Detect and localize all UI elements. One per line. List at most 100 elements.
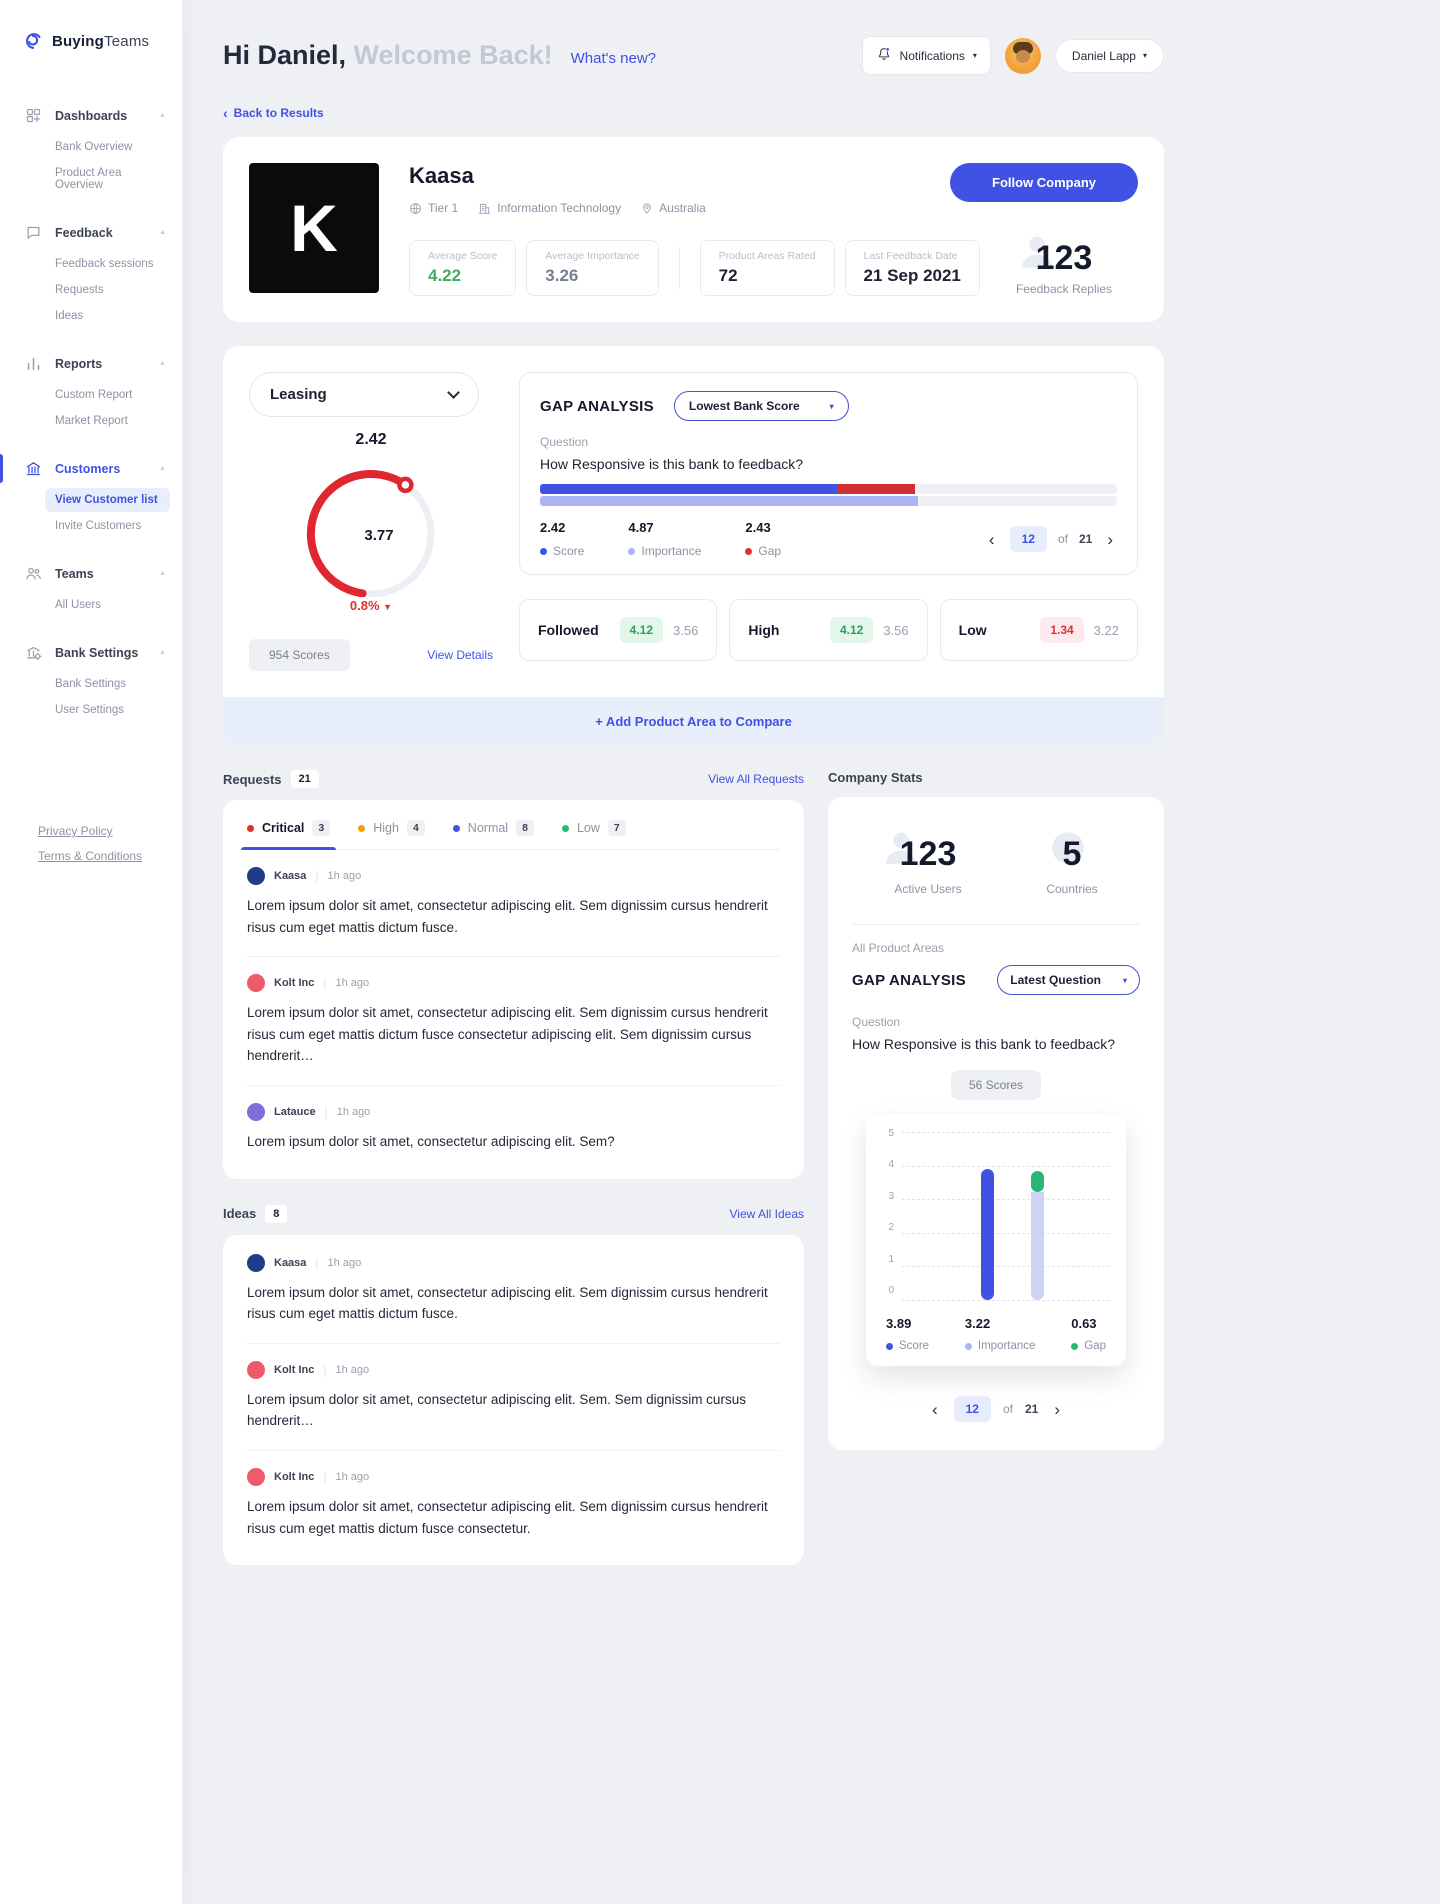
notifications-label: Notifications [899, 48, 965, 63]
sidebar-item-market-report[interactable]: Market Report [55, 415, 128, 427]
latest-question-dropdown[interactable]: Latest Question ▾ [997, 965, 1140, 995]
tab-label: High [373, 821, 399, 835]
score-legend-dot [886, 1342, 893, 1350]
request-item[interactable]: Latauce | 1h ago Lorem ipsum dolor sit a… [247, 1086, 780, 1171]
bank-settings-icon [25, 644, 42, 661]
sidebar-item-view-customer-list[interactable]: View Customer list [45, 488, 170, 512]
sidebar-item-requests[interactable]: Requests [55, 284, 104, 296]
idea-item[interactable]: Kaasa | 1h ago Lorem ipsum dolor sit ame… [247, 1237, 780, 1344]
sidebar-item-invite-customers[interactable]: Invite Customers [55, 520, 142, 532]
view-all-requests-link[interactable]: View All Requests [708, 772, 804, 786]
notifications-button[interactable]: Notifications ▾ [861, 36, 991, 75]
privacy-policy-link[interactable]: Privacy Policy [38, 824, 113, 838]
sidebar-section-reports[interactable]: Reports ▲ [0, 346, 182, 381]
user-menu[interactable]: Daniel Lapp ▾ [1054, 38, 1164, 73]
follow-company-button[interactable]: Follow Company [950, 163, 1138, 202]
sidebar-item-bank-overview[interactable]: Bank Overview [55, 141, 133, 153]
sidebar-section-label: Feedback [55, 225, 113, 240]
chevron-up-icon: ▲ [159, 570, 166, 577]
compare-secondary: 3.56 [673, 622, 699, 638]
pager-current-page: 12 [953, 1396, 991, 1422]
stat-value: 4.22 [428, 265, 462, 285]
feedback-replies-label: Feedback Replies [1015, 282, 1112, 296]
sidebar-section-dashboards[interactable]: Dashboards ▲ [0, 98, 182, 133]
compare-followed[interactable]: Followed 4.12 3.56 [519, 599, 718, 661]
tab-count: 8 [516, 820, 534, 836]
dashboards-icon [25, 107, 42, 124]
active-users-value: 123 [899, 835, 957, 873]
requests-card: Critical 3 High 4 Normal 8 [223, 800, 804, 1179]
avatar[interactable] [1004, 37, 1041, 74]
compare-high[interactable]: High 4.12 3.56 [729, 599, 928, 661]
greeting-name: Hi Daniel, [223, 40, 347, 70]
globe-icon [1047, 827, 1089, 878]
gap-bar-chart [540, 484, 1117, 506]
product-area-select-value: Leasing [270, 386, 327, 403]
top-bar: Hi Daniel, Welcome Back! What's new? Not… [223, 36, 1164, 75]
brand-name: BuyingTeams [52, 33, 149, 50]
sidebar-item-custom-report[interactable]: Custom Report [55, 389, 133, 401]
gap-stat: 2.43 Gap [745, 520, 781, 558]
tab-low[interactable]: Low 7 [561, 820, 626, 849]
gap-analysis-panel: GAP ANALYSIS Lowest Bank Score ▾ Questio… [519, 372, 1138, 575]
question-label: Question [852, 1015, 901, 1029]
tab-high[interactable]: High 4 [358, 820, 425, 849]
terms-conditions-link[interactable]: Terms & Conditions [38, 849, 143, 863]
request-item[interactable]: Kolt Inc | 1h ago Lorem ipsum dolor sit … [247, 957, 780, 1086]
sidebar-item-user-settings[interactable]: User Settings [55, 704, 125, 716]
brand-logo: BuyingTeams [0, 0, 182, 52]
add-product-area-button[interactable]: + Add Product Area to Compare [223, 697, 1164, 746]
tab-normal[interactable]: Normal 8 [452, 820, 534, 849]
product-area-select[interactable]: Leasing [249, 372, 479, 417]
idea-item[interactable]: Kolt Inc | 1h ago Lorem ipsum dolor sit … [247, 1344, 780, 1451]
sidebar-section-label: Customers [55, 461, 121, 476]
sidebar-item-feedback-sessions[interactable]: Feedback sessions [55, 258, 154, 270]
score-value: 3.89 [886, 1316, 912, 1331]
sidebar-item-product-area-overview[interactable]: Product Area Overview [55, 167, 122, 191]
idea-time: 1h ago [327, 1256, 362, 1269]
active-users-stat: 123 Active Users [885, 832, 962, 896]
y-tick: 1 [888, 1253, 894, 1265]
request-company: Latauce [274, 1105, 316, 1118]
pager-next-button[interactable]: › [1103, 529, 1117, 550]
sidebar-section-teams[interactable]: Teams ▲ [0, 556, 182, 591]
chevron-up-icon: ▲ [159, 649, 166, 656]
request-company: Kaasa [274, 870, 307, 882]
ideas-count-badge: 8 [265, 1204, 288, 1223]
idea-time: 1h ago [335, 1363, 370, 1376]
location-pin-icon [643, 202, 652, 214]
divider: | [323, 1362, 327, 1377]
compare-score-chip: 1.34 [1040, 617, 1084, 643]
request-item[interactable]: Kaasa | 1h ago Lorem ipsum dolor sit ame… [247, 850, 780, 958]
requests-count-badge: 21 [290, 770, 319, 788]
view-all-ideas-link[interactable]: View All Ideas [729, 1206, 805, 1221]
company-stats-card: 123 Active Users 5 Countries [828, 797, 1164, 1450]
view-details-link[interactable]: View Details [427, 648, 493, 662]
pager-next-button[interactable]: › [1050, 1399, 1064, 1420]
gap-filter-dropdown[interactable]: Lowest Bank Score ▾ [673, 391, 849, 421]
sidebar-section-customers[interactable]: Customers ▲ [0, 451, 182, 486]
sidebar-item-bank-settings[interactable]: Bank Settings [55, 678, 126, 690]
whats-new-link[interactable]: What's new? [570, 50, 657, 67]
compare-low[interactable]: Low 1.34 3.22 [939, 599, 1138, 661]
pager-prev-button[interactable]: ‹ [985, 529, 999, 550]
stat-value: 21 Sep 2021 [863, 265, 961, 285]
sidebar-item-all-users[interactable]: All Users [55, 599, 102, 611]
back-link[interactable]: ‹ Back to Results [223, 105, 324, 121]
compare-label: Followed [538, 622, 599, 638]
sidebar-section-bank-settings[interactable]: Bank Settings ▲ [0, 635, 182, 670]
chevron-up-icon: ▲ [159, 229, 166, 236]
pager-prev-button[interactable]: ‹ [928, 1399, 942, 1420]
sidebar-section-label: Reports [55, 356, 103, 371]
score-gauge: 2.42 3.77 0.8% ▼ [261, 431, 481, 613]
tab-critical[interactable]: Critical 3 [240, 820, 337, 850]
scores-count-chip: 954 Scores [249, 639, 350, 671]
sidebar-item-ideas[interactable]: Ideas [55, 310, 84, 322]
score-stat: 2.42 Score [540, 520, 584, 558]
stat-label: Average Importance [545, 249, 640, 262]
idea-item[interactable]: Kolt Inc | 1h ago Lorem ipsum dolor sit … [247, 1451, 780, 1557]
sidebar-section-feedback[interactable]: Feedback ▲ [0, 215, 182, 250]
sidebar: BuyingTeams Dashboards ▲ Bank Overview [0, 0, 183, 1904]
divider: | [323, 1469, 327, 1484]
gauge-score-value: 2.42 [355, 431, 387, 448]
